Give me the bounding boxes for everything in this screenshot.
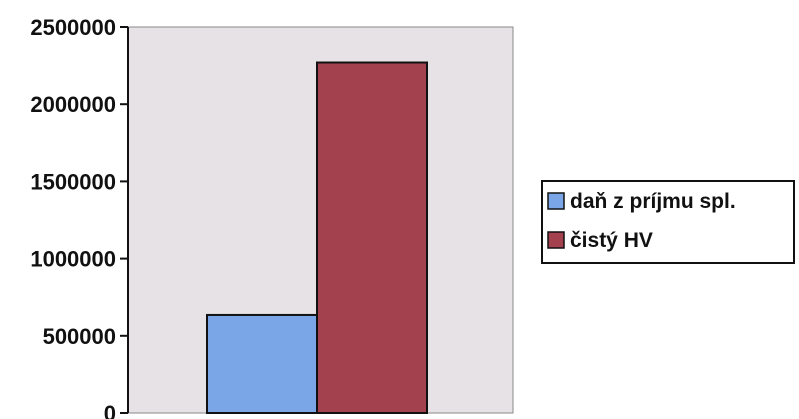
y-tick-label: 2000000 <box>30 92 116 117</box>
y-tick-label: 1000000 <box>30 247 116 272</box>
y-tick-label: 500000 <box>43 324 116 349</box>
y-tick-label: 1500000 <box>30 169 116 194</box>
legend-label-cisty-hv: čistý HV <box>570 229 653 252</box>
y-axis-ticks: 0 500000 1000000 1500000 2000000 2500000 <box>30 15 128 419</box>
bars <box>206 61 428 415</box>
legend-swatch-dan-z-prijmu <box>547 192 565 210</box>
bar-series-0 <box>206 313 318 414</box>
legend-swatch-cisty-hv <box>547 231 565 249</box>
legend-box <box>541 180 795 264</box>
y-tick-label: 2500000 <box>30 15 116 40</box>
bar-series-1 <box>316 61 428 415</box>
legend: daň z príjmu spl. čistý HV <box>541 180 795 264</box>
y-tick-label: 0 <box>104 401 116 419</box>
legend-label-dan-z-prijmu: daň z príjmu spl. <box>570 190 736 213</box>
